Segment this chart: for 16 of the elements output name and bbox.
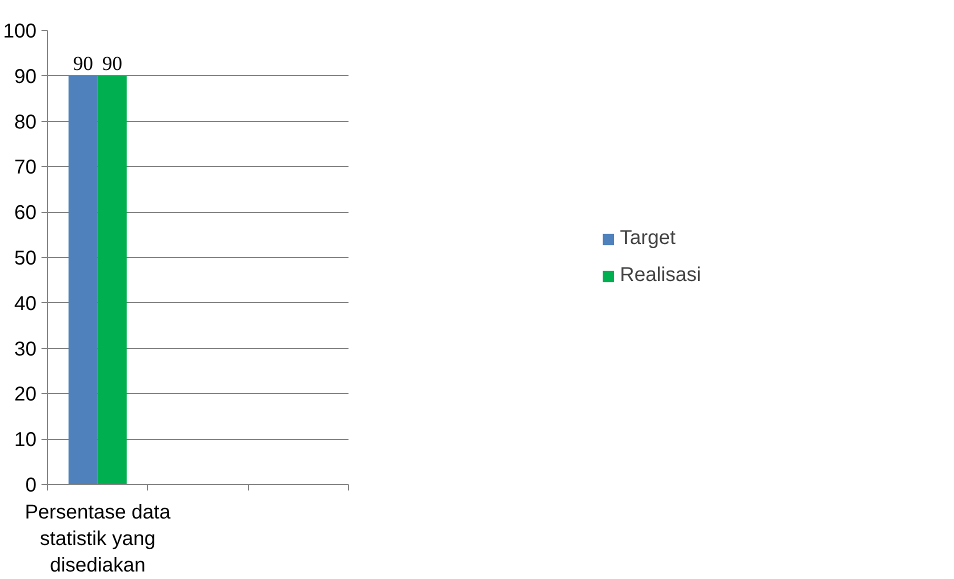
y-tick-label: 70 <box>14 156 37 179</box>
y-tick-label: 0 <box>25 474 36 496</box>
y-tick-label: 20 <box>14 384 37 406</box>
y-tick-label: 100 <box>3 20 37 42</box>
y-tick-label: 80 <box>14 111 37 134</box>
y-tick-label: 50 <box>14 248 37 270</box>
x-tick-label: Persentase data statistik yang disediakan <box>24 502 172 576</box>
y-tick-label: 10 <box>14 429 37 452</box>
y-tick-label: 60 <box>14 202 37 224</box>
legend-label: Realisasi <box>620 264 702 287</box>
data-label: 90 <box>102 52 122 75</box>
legend-label: Target <box>620 227 676 250</box>
data-label: 90 <box>73 52 94 75</box>
y-tick-label: 40 <box>14 292 37 315</box>
y-tick-label: 90 <box>14 66 37 88</box>
y-tick-label: 30 <box>14 338 37 360</box>
